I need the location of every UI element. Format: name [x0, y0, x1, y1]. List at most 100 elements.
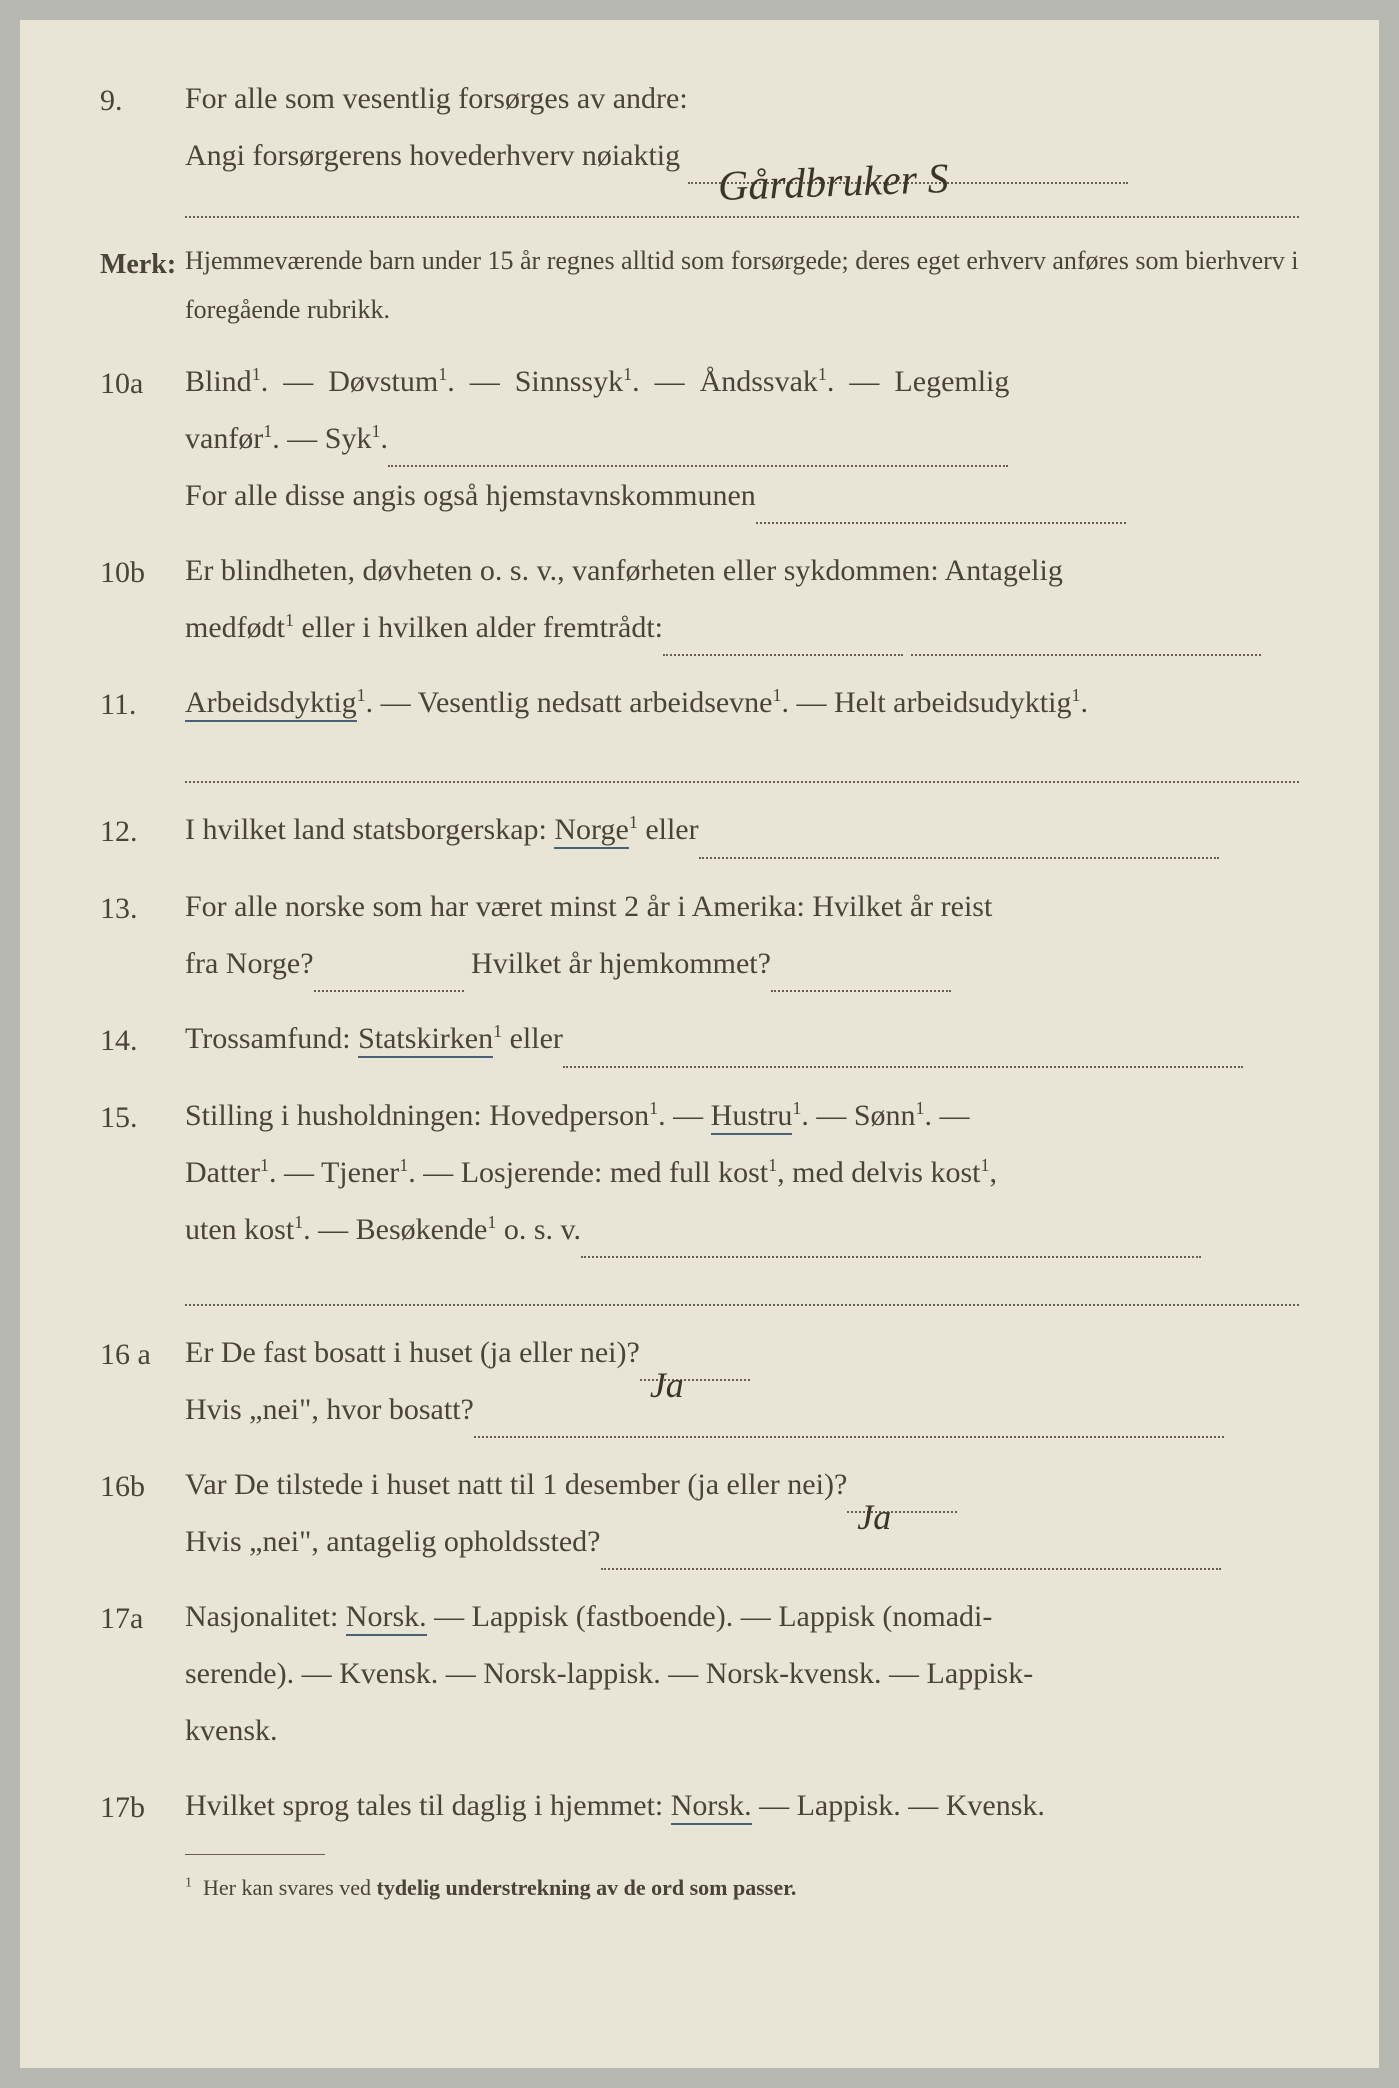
q13-content: For alle norske som har været minst 2 år…: [185, 878, 1299, 992]
q14-statskirken: Statskirken: [358, 1022, 493, 1058]
q16b-line1-wrap: Var De tilstede i huset natt til 1 desem…: [185, 1456, 1299, 1513]
q10a-number: 10a: [100, 353, 185, 524]
q9-line2-wrap: Angi forsørgerens hovederhverv nøiaktig …: [185, 127, 1299, 184]
q16b-answer-field: Ja: [847, 1511, 957, 1513]
q11-blank-line: [185, 755, 1299, 783]
footnote-rule: [185, 1854, 325, 1855]
q15-osv: o. s. v.: [496, 1213, 581, 1246]
q11-content: Arbeidsdyktig1. — Vesentlig nedsatt arbe…: [185, 674, 1299, 783]
q13-line1: For alle norske som har været minst 2 år…: [185, 878, 1299, 935]
q16b-line2-wrap: Hvis „nei", antagelig opholdssted?: [185, 1513, 1299, 1570]
question-10b: 10b Er blindheten, døvheten o. s. v., va…: [100, 542, 1299, 656]
q17a-nasjonalitet: Nasjonalitet:: [185, 1600, 346, 1633]
q15-delvis: med delvis kost: [792, 1156, 980, 1189]
q16a-line1-wrap: Er De fast bosatt i huset (ja eller nei)…: [185, 1324, 1299, 1381]
question-12: 12. I hvilket land statsborgerskap: Norg…: [100, 801, 1299, 860]
q16b-handwritten: Ja: [857, 1483, 891, 1551]
q10a-andssvak: Åndssvak: [700, 365, 818, 398]
q10a-sinnssyk: Sinnssyk: [515, 365, 623, 398]
q9-line1: For alle som vesentlig forsørges av andr…: [185, 70, 1299, 127]
merk-text: Hjemmeværende barn under 15 år regnes al…: [185, 236, 1299, 335]
question-16b: 16b Var De tilstede i huset natt til 1 d…: [100, 1456, 1299, 1570]
question-11: 11. Arbeidsdyktig1. — Vesentlig nedsatt …: [100, 674, 1299, 783]
q9-number: 9.: [100, 70, 185, 218]
q16b-line1: Var De tilstede i huset natt til 1 desem…: [185, 1468, 847, 1501]
q15-content: Stilling i husholdningen: Hovedperson1. …: [185, 1087, 1299, 1306]
q13-fra-norge: fra Norge?: [185, 947, 314, 980]
footnote-text1: Her kan svares ved: [203, 1875, 377, 1900]
q14-content: Trossamfund: Statskirken1 eller: [185, 1010, 1299, 1069]
merk-label: Merk:: [100, 236, 185, 335]
q11-number: 11.: [100, 674, 185, 783]
q13-number: 13.: [100, 878, 185, 992]
q10a-line3-wrap: For alle disse angis også hjemstavnskomm…: [185, 467, 1299, 524]
q10a-line2: vanfør1. — Syk1.: [185, 410, 1299, 467]
q9-line2: Angi forsørgerens hovederhverv nøiaktig: [185, 139, 680, 172]
q16a-line2-wrap: Hvis „nei", hvor bosatt?: [185, 1381, 1299, 1438]
q15-line3: uten kost1. — Besøkende1 o. s. v.: [185, 1201, 1299, 1258]
q10a-blind: Blind: [185, 365, 252, 398]
q15-line1: Stilling i husholdningen: Hovedperson1. …: [185, 1087, 1299, 1144]
footnote: 1 Her kan svares ved tydelig understrekn…: [185, 1875, 1299, 1901]
q10a-legemlig: Legemlig: [894, 365, 1009, 398]
question-16a: 16 a Er De fast bosatt i huset (ja eller…: [100, 1324, 1299, 1438]
question-13: 13. For alle norske som har været minst …: [100, 878, 1299, 992]
q14-number: 14.: [100, 1010, 185, 1069]
question-10a: 10a Blind1. — Døvstum1. — Sinnssyk1. — Å…: [100, 353, 1299, 524]
footnote-section: 1 Her kan svares ved tydelig understrekn…: [185, 1854, 1299, 1901]
q12-text1: I hvilket land statsborgerskap:: [185, 813, 554, 846]
q9-content: For alle som vesentlig forsørges av andr…: [185, 70, 1299, 218]
q9-handwritten-answer: Gårdbruker S: [716, 140, 949, 228]
q17a-line3: kvensk.: [185, 1702, 1299, 1759]
q10b-line2b: eller i hvilken alder fremtrådt:: [294, 611, 663, 644]
q15-datter: Datter: [185, 1156, 260, 1189]
q12-norge: Norge: [554, 813, 628, 849]
q17b-content: Hvilket sprog tales til daglig i hjemmet…: [185, 1777, 1299, 1836]
q15-line2: Datter1. — Tjener1. — Losjerende: med fu…: [185, 1144, 1299, 1201]
q12-eller: eller: [638, 813, 699, 846]
q15-tjener: Tjener: [321, 1156, 399, 1189]
q13-hjemkommet: Hvilket år hjemkommet?: [464, 947, 771, 980]
q10a-content: Blind1. — Døvstum1. — Sinnssyk1. — Åndss…: [185, 353, 1299, 524]
q15-losjerende: Losjerende: med full kost: [461, 1156, 768, 1189]
q17a-number: 17a: [100, 1588, 185, 1759]
q10a-vanfor: vanfør: [185, 422, 263, 455]
q14-trossamfund: Trossamfund:: [185, 1022, 358, 1055]
q10a-line3: For alle disse angis også hjemstavnskomm…: [185, 479, 756, 512]
q16a-line2: Hvis „nei", hvor bosatt?: [185, 1393, 474, 1426]
q10b-medfodt: medfødt: [185, 611, 285, 644]
note-merk: Merk: Hjemmeværende barn under 15 år reg…: [100, 236, 1299, 335]
q16a-content: Er De fast bosatt i huset (ja eller nei)…: [185, 1324, 1299, 1438]
q17a-content: Nasjonalitet: Norsk. — Lappisk (fastboen…: [185, 1588, 1299, 1759]
q10a-dovstum: Døvstum: [328, 365, 438, 398]
q11-helt: — Helt arbeidsudyktig: [789, 686, 1071, 719]
q10a-syk: Syk: [325, 422, 372, 455]
question-9: 9. For alle som vesentlig forsørges av a…: [100, 70, 1299, 218]
q16a-line1: Er De fast bosatt i huset (ja eller nei)…: [185, 1336, 640, 1369]
q12-number: 12.: [100, 801, 185, 860]
q16b-content: Var De tilstede i huset natt til 1 desem…: [185, 1456, 1299, 1570]
q17a-lappisk: — Lappisk (fastboende). — Lappisk (nomad…: [427, 1600, 993, 1633]
q17b-sprog: Hvilket sprog tales til daglig i hjemmet…: [185, 1789, 671, 1822]
question-14: 14. Trossamfund: Statskirken1 eller: [100, 1010, 1299, 1069]
q16a-answer-field: Ja: [640, 1379, 750, 1381]
q14-eller: eller: [502, 1022, 563, 1055]
q16a-handwritten: Ja: [650, 1351, 684, 1419]
q9-answer-field: Gårdbruker S: [688, 182, 1128, 184]
q15-blank-line: [185, 1278, 1299, 1306]
q17b-number: 17b: [100, 1777, 185, 1836]
q15-uten-kost: uten kost: [185, 1213, 294, 1246]
q11-nedsatt: — Vesentlig nedsatt arbeidsevne: [373, 686, 772, 719]
q10a-line1: Blind1. — Døvstum1. — Sinnssyk1. — Åndss…: [185, 353, 1299, 410]
q17a-line2: serende). — Kvensk. — Norsk-lappisk. — N…: [185, 1645, 1299, 1702]
q12-content: I hvilket land statsborgerskap: Norge1 e…: [185, 801, 1299, 860]
question-15: 15. Stilling i husholdningen: Hovedperso…: [100, 1087, 1299, 1306]
q15-besokende: Besøkende: [356, 1213, 488, 1246]
q15-hovedperson: Stilling i husholdningen: Hovedperson: [185, 1099, 649, 1132]
q16a-number: 16 a: [100, 1324, 185, 1438]
q17a-line1: Nasjonalitet: Norsk. — Lappisk (fastboen…: [185, 1588, 1299, 1645]
q17a-norsk: Norsk.: [346, 1600, 427, 1636]
q10b-line2: medfødt1 eller i hvilken alder fremtrådt…: [185, 599, 1299, 656]
q11-arbeidsdyktig: Arbeidsdyktig: [185, 686, 357, 722]
question-17a: 17a Nasjonalitet: Norsk. — Lappisk (fast…: [100, 1588, 1299, 1759]
